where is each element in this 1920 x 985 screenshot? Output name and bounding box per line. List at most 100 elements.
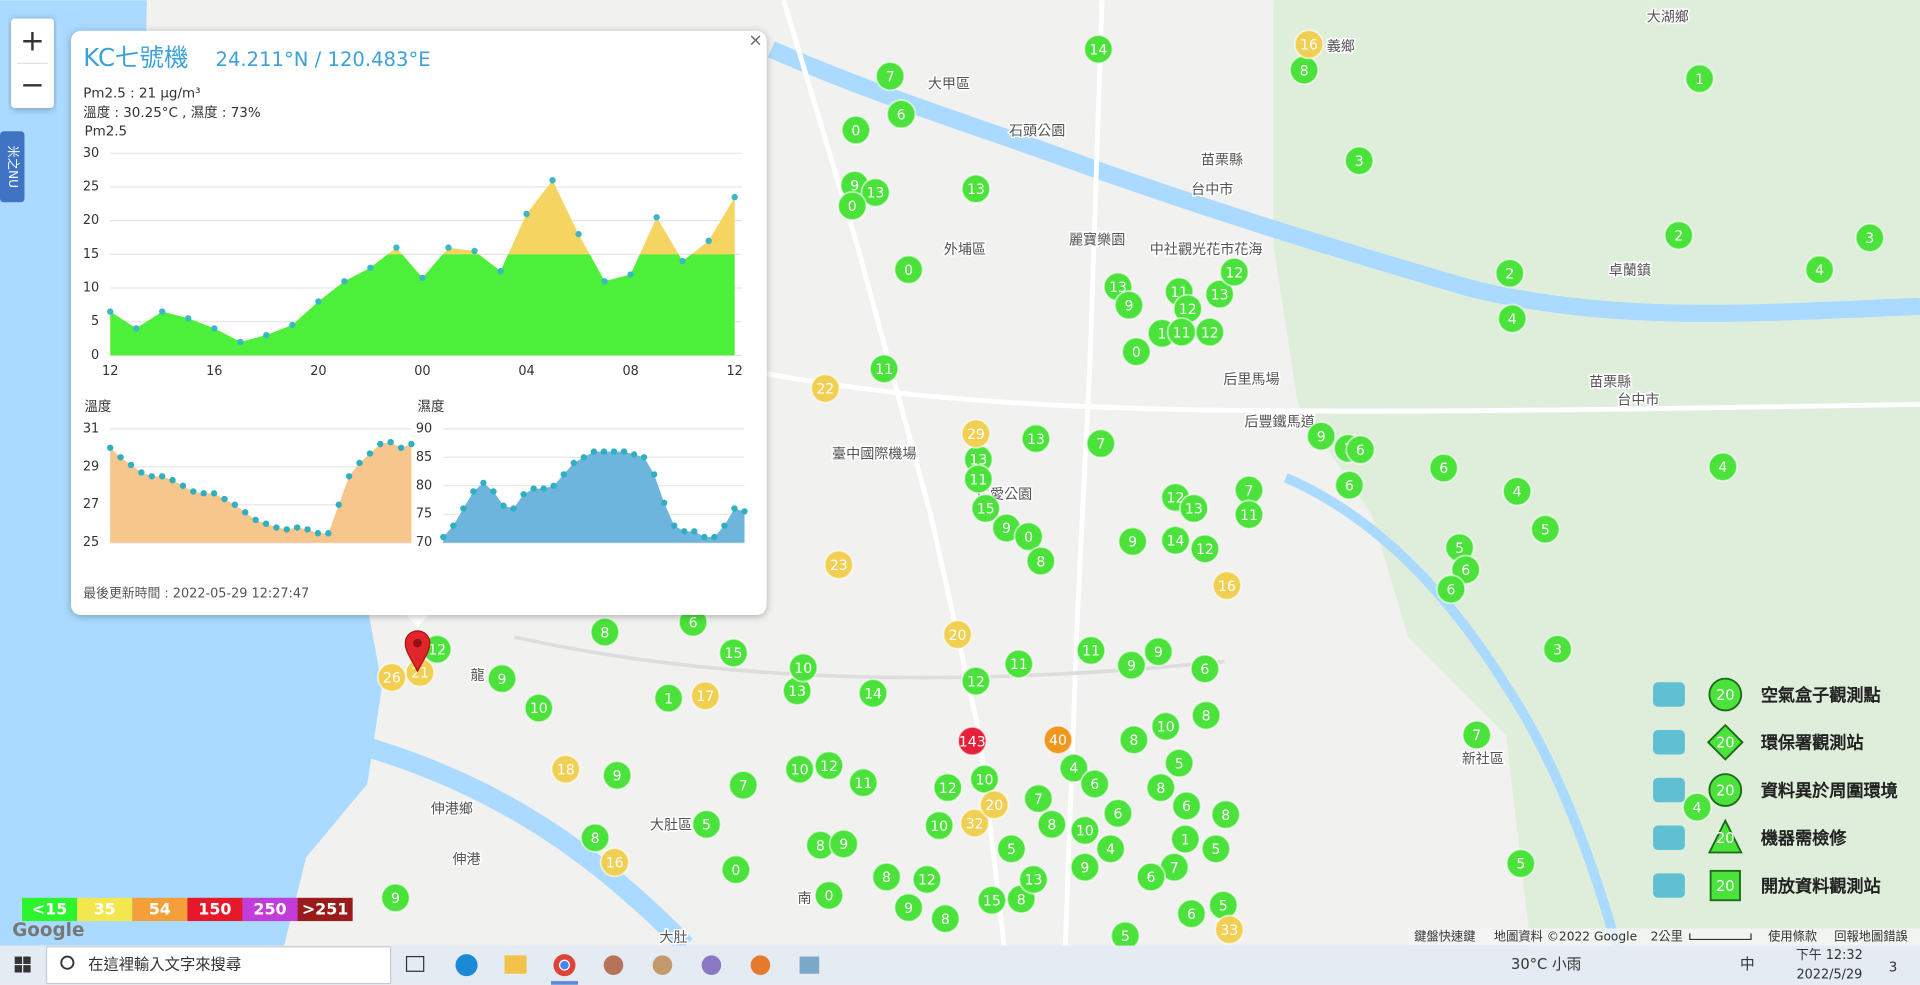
station-marker[interactable]: [1102, 798, 1133, 829]
station-marker[interactable]: [960, 666, 991, 697]
station-marker[interactable]: [1684, 63, 1715, 94]
station-marker[interactable]: [1178, 493, 1209, 524]
station-marker[interactable]: [810, 373, 841, 404]
station-marker[interactable]: [1079, 768, 1110, 799]
station-marker[interactable]: [848, 767, 879, 798]
app-icon[interactable]: [750, 955, 771, 975]
station-marker[interactable]: [957, 726, 988, 757]
station-marker[interactable]: [1707, 451, 1738, 482]
station-marker[interactable]: [1497, 303, 1528, 334]
station-marker[interactable]: [1428, 453, 1459, 484]
station-marker[interactable]: [860, 177, 891, 208]
ime-indicator[interactable]: 中: [1740, 956, 1755, 973]
edge-icon[interactable]: [455, 954, 478, 977]
station-marker[interactable]: [1164, 748, 1195, 779]
station-marker[interactable]: [1083, 34, 1114, 65]
station-marker[interactable]: [718, 637, 749, 668]
station-marker[interactable]: [875, 61, 906, 92]
station-marker[interactable]: [784, 754, 815, 785]
station-marker[interactable]: [1189, 653, 1220, 684]
attribution-link[interactable]: 2公里: [1651, 929, 1683, 943]
selected-pin[interactable]: [404, 630, 431, 673]
app-icon[interactable]: [652, 955, 673, 975]
station-marker[interactable]: [979, 789, 1010, 820]
station-marker[interactable]: [1018, 864, 1049, 895]
station-marker[interactable]: [1502, 476, 1533, 507]
station-marker[interactable]: [1194, 317, 1225, 348]
station-marker[interactable]: [1117, 526, 1148, 557]
station-marker[interactable]: [924, 810, 955, 841]
station-marker[interactable]: [487, 663, 518, 694]
station-marker[interactable]: [1530, 514, 1561, 545]
station-marker[interactable]: [911, 864, 942, 895]
side-tab[interactable]: [0, 131, 25, 203]
search-box[interactable]: [45, 946, 392, 985]
station-marker[interactable]: [858, 678, 889, 709]
station-marker[interactable]: [599, 847, 630, 878]
close-button[interactable]: ×: [748, 31, 762, 51]
station-marker[interactable]: [1306, 421, 1337, 452]
explorer-icon[interactable]: [504, 955, 527, 974]
station-marker[interactable]: [1013, 521, 1044, 552]
station-marker[interactable]: [550, 754, 581, 785]
station-marker[interactable]: [1663, 220, 1694, 251]
task-view[interactable]: [405, 955, 425, 972]
station-marker[interactable]: [1334, 470, 1365, 501]
zoom-in[interactable]: +: [20, 23, 45, 57]
station-marker[interactable]: [788, 652, 819, 683]
station-marker[interactable]: [871, 861, 902, 892]
station-marker[interactable]: [1436, 574, 1467, 605]
station-marker[interactable]: [996, 833, 1027, 864]
station-marker[interactable]: [1145, 772, 1176, 803]
station-marker[interactable]: [1160, 525, 1191, 556]
station-marker[interactable]: [813, 750, 844, 781]
station-marker[interactable]: [828, 828, 859, 859]
station-marker[interactable]: [976, 885, 1007, 916]
station-marker[interactable]: [1542, 634, 1573, 665]
station-marker[interactable]: [653, 683, 684, 714]
station-marker[interactable]: [720, 854, 751, 885]
station-marker[interactable]: [823, 549, 854, 580]
station-marker[interactable]: [1020, 423, 1051, 454]
start-button[interactable]: [14, 956, 31, 973]
station-marker[interactable]: [942, 619, 973, 650]
station-marker[interactable]: [602, 760, 633, 791]
station-marker[interactable]: [1118, 724, 1149, 755]
app-icon[interactable]: [799, 956, 820, 974]
station-marker[interactable]: [1344, 145, 1375, 176]
station-marker[interactable]: [1293, 29, 1324, 60]
station-marker[interactable]: [1189, 533, 1220, 564]
station-marker[interactable]: [970, 493, 1001, 524]
station-marker[interactable]: [886, 99, 917, 130]
station-marker[interactable]: [1003, 648, 1034, 679]
station-marker[interactable]: [1804, 254, 1835, 285]
weather[interactable]: 30°C 小雨: [1511, 956, 1581, 973]
station-marker[interactable]: [840, 115, 871, 146]
station-marker[interactable]: [959, 808, 990, 839]
station-marker[interactable]: [1191, 700, 1222, 731]
station-marker[interactable]: [960, 418, 991, 449]
station-marker[interactable]: [1200, 833, 1231, 864]
station-marker[interactable]: [1214, 914, 1245, 945]
station-marker[interactable]: [1023, 783, 1054, 814]
station-marker[interactable]: [837, 190, 868, 221]
station-marker[interactable]: [893, 254, 924, 285]
station-marker[interactable]: [1150, 711, 1181, 742]
station-marker[interactable]: [1136, 861, 1167, 892]
station-marker[interactable]: [690, 680, 721, 711]
attribution-link[interactable]: 回報地圖錯誤: [1834, 928, 1907, 943]
station-marker[interactable]: [1461, 719, 1492, 750]
station-marker[interactable]: [1171, 790, 1202, 821]
notification-count[interactable]: 3: [1889, 961, 1898, 976]
station-marker[interactable]: [1345, 434, 1376, 465]
zoom-out[interactable]: −: [20, 67, 45, 101]
station-marker[interactable]: [1170, 824, 1201, 855]
station-marker[interactable]: [1176, 898, 1207, 929]
station-marker[interactable]: [869, 353, 900, 384]
station-marker[interactable]: [1219, 257, 1250, 288]
station-marker[interactable]: [1095, 833, 1126, 864]
station-marker[interactable]: [1121, 336, 1152, 367]
station-marker[interactable]: [932, 772, 963, 803]
station-marker[interactable]: [1076, 635, 1107, 666]
station-marker[interactable]: [580, 822, 611, 853]
